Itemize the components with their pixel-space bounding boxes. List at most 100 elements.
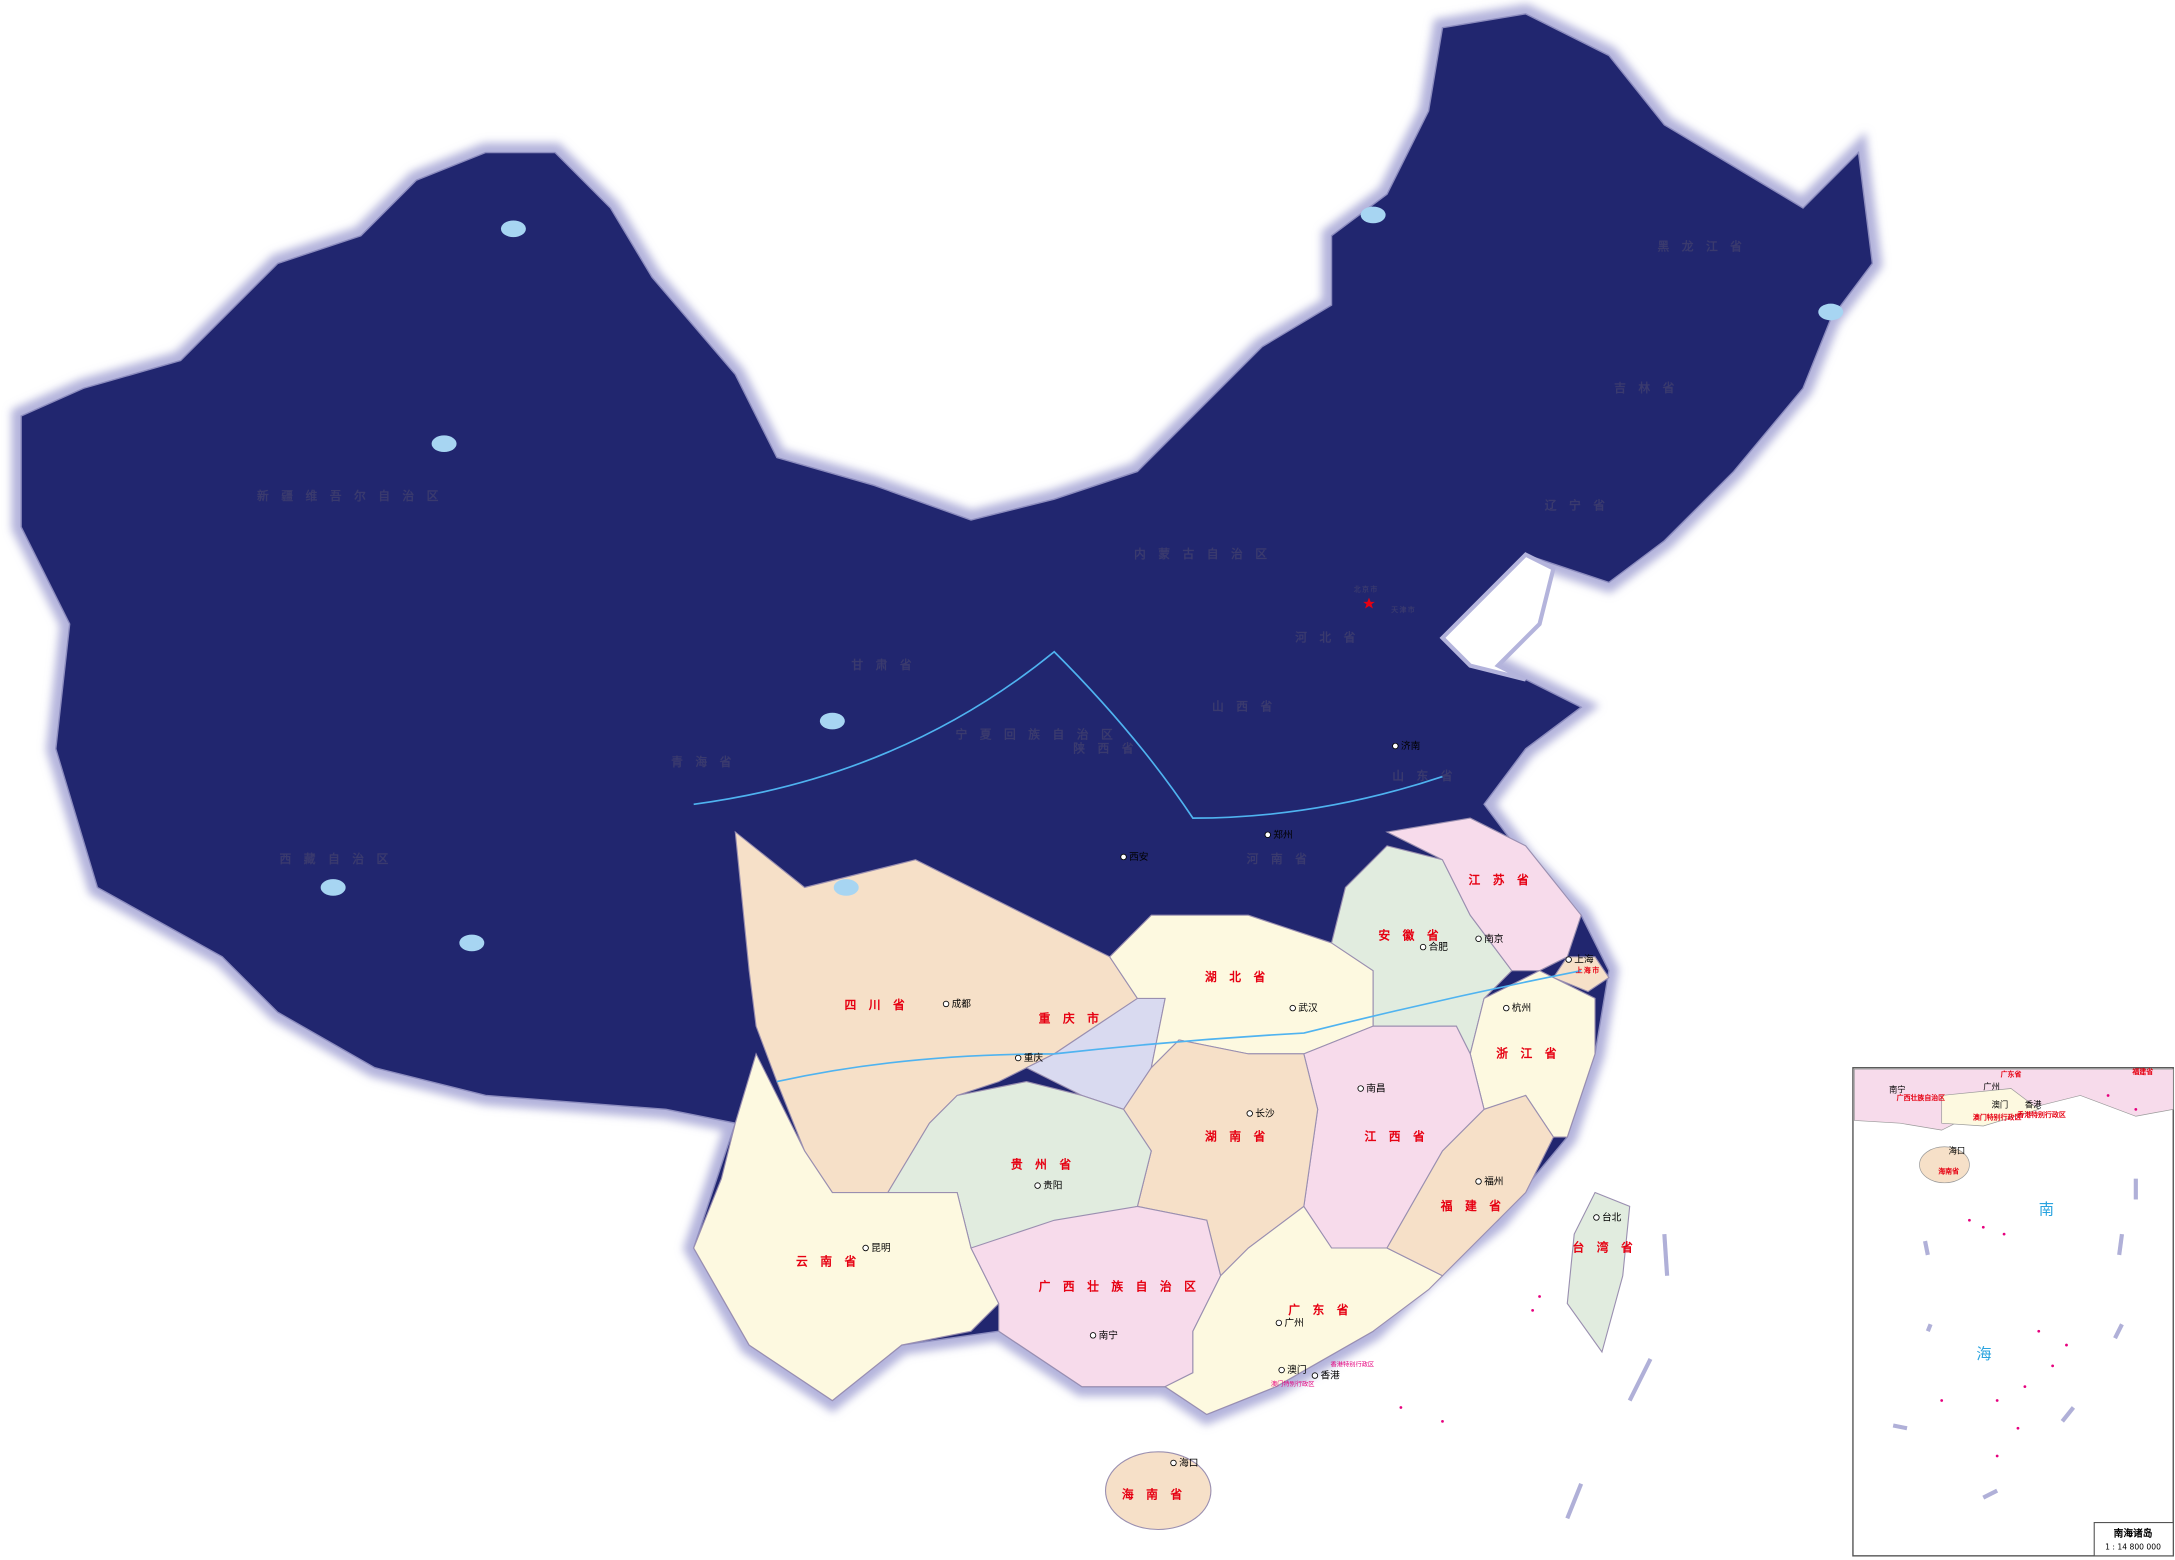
region-label: 重庆市 <box>1039 1012 1112 1026</box>
inset-label: 南宁 <box>1889 1084 1906 1094</box>
region-label: 广东省 <box>1288 1303 1361 1317</box>
region-label: 云南省 <box>796 1254 869 1268</box>
region-label: 台湾省 <box>1573 1241 1646 1255</box>
region-label: 湖南省 <box>1205 1130 1278 1144</box>
city-label: 台北 <box>1602 1210 1622 1223</box>
city-label: 上海 <box>1574 953 1594 966</box>
region-label: 四川省 <box>845 998 918 1012</box>
inset-label: 福建省 <box>2131 1067 2153 1076</box>
city-label: 南昌 <box>1366 1082 1385 1095</box>
city-marker <box>1120 853 1127 861</box>
city-marker <box>1264 831 1271 838</box>
region-label: 宁夏回族自治区 <box>955 727 1125 741</box>
lake <box>500 220 526 238</box>
province <box>1566 1191 1631 1354</box>
city-label: 西安 <box>1129 850 1149 863</box>
inset-label: 海南省 <box>1938 1167 1959 1176</box>
inset-label: 香港 <box>2025 1100 2042 1110</box>
inset-guangdong <box>1941 1088 2040 1127</box>
city-marker <box>1289 1004 1296 1012</box>
city-label: 香港 <box>1320 1370 1340 1382</box>
river <box>776 969 1582 1083</box>
special-region-label: 澳门特别行政区 <box>1271 1380 1315 1388</box>
region-label: 浙江省 <box>1496 1046 1569 1060</box>
city-marker <box>942 1000 950 1008</box>
city-marker <box>1357 1085 1364 1092</box>
city-label: 成都 <box>952 998 972 1010</box>
region-label: 天津市 <box>1391 605 1416 614</box>
city-label: 昆明 <box>871 1242 890 1254</box>
inset-label: 澳门特别行政区 <box>1973 1113 2022 1122</box>
city-label: 南宁 <box>1099 1328 1119 1341</box>
city-label: 长沙 <box>1255 1107 1275 1119</box>
city-marker <box>1170 1459 1177 1467</box>
city-label: 广州 <box>1284 1317 1303 1329</box>
region-label: 北京市 <box>1354 584 1379 593</box>
region-label: 上海市 <box>1576 966 1601 975</box>
city-marker <box>1278 1366 1285 1374</box>
city-marker <box>1034 1182 1041 1189</box>
region-label: 内蒙古自治区 <box>1134 547 1279 561</box>
city-marker <box>1503 1004 1510 1012</box>
province <box>1164 1205 1444 1416</box>
region-label: 河南省 <box>1247 852 1320 866</box>
inset-title: 南海诸岛 <box>2114 1527 2153 1540</box>
region-label: 河北省 <box>1295 630 1368 644</box>
city-label: 澳门 <box>1287 1363 1306 1376</box>
capital-star <box>1363 597 1375 609</box>
region-label: 江苏省 <box>1469 873 1542 887</box>
land <box>11 3 1883 1531</box>
city-label: 海口 <box>1179 1456 1198 1469</box>
region-label: 江西省 <box>1365 1130 1438 1144</box>
bohai-sea <box>1439 552 1556 682</box>
lake <box>833 879 859 896</box>
sea-label: 南 <box>2039 1201 2054 1219</box>
inset-label: 澳门 <box>1992 1100 2009 1110</box>
region-label: 海南省 <box>1122 1487 1195 1501</box>
lake <box>431 435 457 453</box>
region-label: 青海省 <box>671 755 744 769</box>
city-label: 福州 <box>1484 1174 1503 1187</box>
region-label: 吉林省 <box>1614 381 1687 395</box>
city-label: 南京 <box>1484 932 1504 945</box>
city-label: 贵阳 <box>1043 1179 1062 1192</box>
city-marker <box>1475 1178 1482 1185</box>
city-marker <box>1311 1372 1319 1379</box>
region-label: 新疆维吾尔自治区 <box>257 489 451 503</box>
region-label: 湖北省 <box>1205 970 1278 984</box>
islands <box>1399 1094 2138 1458</box>
inset-label: 广西壮族自治区 <box>1897 1093 1946 1102</box>
region-label: 安徽省 <box>1378 929 1451 943</box>
special-region-label: 香港特别行政区 <box>1331 1360 1375 1368</box>
inset-hainan <box>1919 1146 1970 1184</box>
city-marker <box>1392 742 1399 750</box>
city-marker <box>862 1244 869 1252</box>
region-label: 山西省 <box>1212 700 1285 714</box>
lake <box>320 879 346 896</box>
inset-label: 海口 <box>1949 1145 1966 1155</box>
city-marker <box>1089 1332 1097 1339</box>
inset-title-box <box>2093 1522 2174 1557</box>
province <box>1385 817 1582 972</box>
city-marker <box>1593 1214 1600 1221</box>
province <box>1386 1094 1555 1277</box>
region-label: 福建省 <box>1440 1199 1514 1213</box>
lake <box>1818 303 1844 321</box>
inset-label: 广州 <box>1983 1082 2000 1092</box>
region-label: 山东省 <box>1392 769 1465 783</box>
lake <box>819 712 845 730</box>
province <box>693 1052 1000 1402</box>
inset-label: 广东省 <box>2001 1070 2022 1079</box>
inset-scale: 1 : 14 800 000 <box>2105 1543 2161 1552</box>
lake <box>459 934 485 952</box>
city-marker <box>1419 943 1427 951</box>
river <box>693 650 1443 819</box>
city-label: 杭州 <box>1512 1001 1531 1014</box>
inset-label: 香港特别行政区 <box>2016 1110 2066 1119</box>
city-marker <box>1275 1319 1283 1327</box>
city-marker <box>1565 956 1572 963</box>
